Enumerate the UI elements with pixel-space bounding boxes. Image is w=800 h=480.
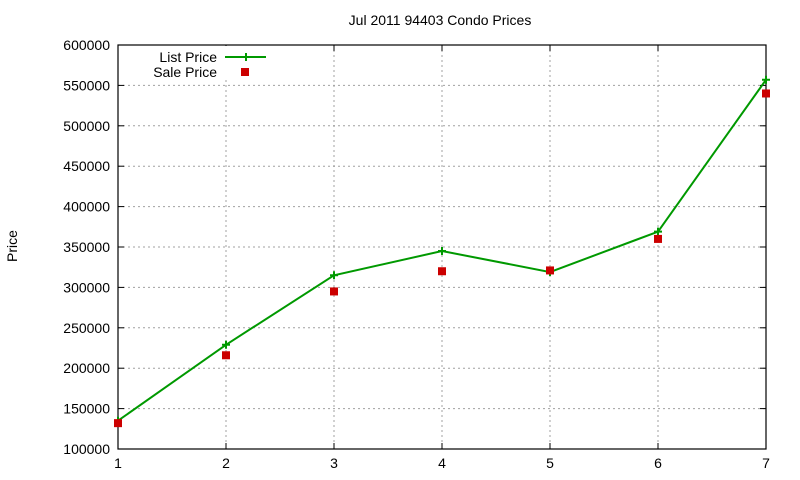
legend-label: Sale Price bbox=[153, 64, 217, 80]
y-tick-label: 200000 bbox=[63, 360, 110, 376]
x-tick-label: 4 bbox=[438, 455, 446, 471]
legend-square-icon bbox=[241, 68, 249, 76]
x-tick-label: 5 bbox=[546, 455, 554, 471]
y-tick-label: 550000 bbox=[63, 77, 110, 93]
plus-marker bbox=[330, 271, 338, 280]
square-marker bbox=[762, 89, 770, 98]
plus-marker bbox=[762, 75, 770, 84]
plus-marker bbox=[222, 340, 230, 349]
x-tick-label: 2 bbox=[222, 455, 230, 471]
square-marker bbox=[438, 267, 446, 276]
y-tick-label: 150000 bbox=[63, 401, 110, 417]
y-tick-label: 450000 bbox=[63, 158, 110, 174]
legend-plus-icon bbox=[242, 53, 250, 61]
legend-label: List Price bbox=[159, 49, 217, 65]
y-tick-label: 250000 bbox=[63, 320, 110, 336]
square-marker bbox=[114, 419, 122, 428]
chart-title: Jul 2011 94403 Condo Prices bbox=[348, 12, 532, 28]
axes bbox=[117, 44, 767, 450]
tick-labels: 100000 150000 200000 250000 300000 350000 4000… bbox=[63, 37, 770, 471]
x-tick-label: 1 bbox=[114, 455, 122, 471]
square-marker bbox=[546, 266, 554, 275]
square-marker bbox=[330, 287, 338, 296]
y-tick-label: 400000 bbox=[63, 199, 110, 215]
y-tick-label: 100000 bbox=[63, 441, 110, 457]
plus-marker bbox=[438, 247, 446, 256]
y-tick-label: 600000 bbox=[63, 37, 110, 53]
plot-border bbox=[117, 44, 767, 450]
square-marker bbox=[654, 234, 662, 243]
square-marker bbox=[222, 351, 230, 360]
y-tick-label: 300000 bbox=[63, 279, 110, 295]
grid-lines bbox=[118, 45, 766, 449]
y-tick-label: 350000 bbox=[63, 239, 110, 255]
x-tick-label: 6 bbox=[654, 455, 662, 471]
x-tick-label: 7 bbox=[762, 455, 770, 471]
x-tick-label: 3 bbox=[330, 455, 338, 471]
data-series bbox=[114, 75, 770, 428]
y-tick-label: 500000 bbox=[63, 118, 110, 134]
plus-marker bbox=[654, 227, 662, 236]
